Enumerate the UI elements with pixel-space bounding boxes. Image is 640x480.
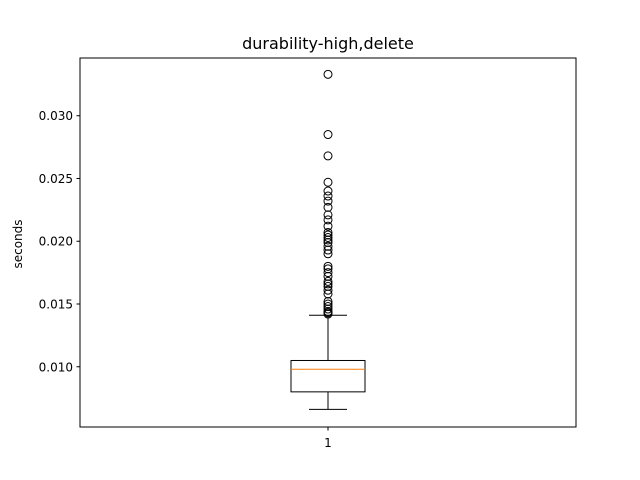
y-tick-label: 0.025 <box>39 172 73 186</box>
outlier-point <box>323 202 333 212</box>
y-tick-label: 0.030 <box>39 109 73 123</box>
outlier-point <box>323 281 333 291</box>
axes-frame <box>79 57 577 428</box>
outlier-point <box>323 227 333 237</box>
outlier-point <box>323 241 333 251</box>
y-axis-label: seconds <box>11 219 25 268</box>
outlier-point <box>323 276 333 286</box>
outlier-point <box>323 264 333 274</box>
outlier-point <box>323 177 333 187</box>
y-tick-label: 0.015 <box>39 298 73 312</box>
outlier-point <box>323 302 333 312</box>
box-iqr <box>290 359 366 393</box>
outlier-point <box>323 69 333 79</box>
y-tick-label: 0.010 <box>39 360 73 374</box>
outlier-point <box>323 215 333 225</box>
outlier-point <box>323 230 333 240</box>
outlier-point <box>323 232 333 242</box>
outlier-point <box>323 130 333 140</box>
x-tick-label: 1 <box>324 436 332 450</box>
y-tick-label: 0.020 <box>39 235 73 249</box>
outlier-point <box>323 221 333 231</box>
outlier-point <box>323 151 333 161</box>
outlier-point <box>323 268 333 278</box>
outlier-point <box>323 299 333 309</box>
outlier-point <box>323 191 333 201</box>
outlier-point <box>323 261 333 271</box>
outlier-point <box>323 186 333 196</box>
outlier-point <box>323 285 333 295</box>
chart-title: durability-high,delete <box>242 34 414 53</box>
outlier-point <box>323 196 333 206</box>
plot-area: 0.010 0.015 0.020 0.025 0.030 1 <box>39 69 366 450</box>
